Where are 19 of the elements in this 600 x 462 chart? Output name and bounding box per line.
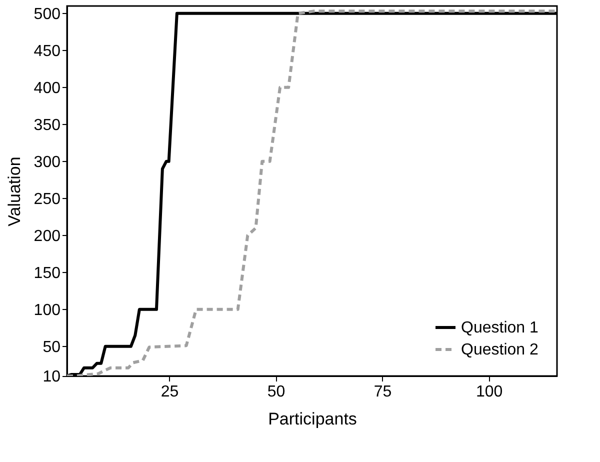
x-axis-title: Participants xyxy=(268,410,357,428)
legend-label: Question 1 xyxy=(461,320,538,336)
y-tick-label: 250 xyxy=(34,190,61,208)
y-axis-title: Valuation xyxy=(4,156,24,226)
y-tick-label: 400 xyxy=(34,80,61,97)
legend-label: Question 2 xyxy=(461,342,538,358)
y-tick-label: 350 xyxy=(34,116,61,134)
y-tick-label: 500 xyxy=(34,6,61,23)
y-tick-label: 10 xyxy=(42,368,61,386)
x-tick-label: 75 xyxy=(374,384,392,400)
x-tick-label: 25 xyxy=(160,384,179,400)
y-tick-label: 100 xyxy=(34,302,61,319)
y-tick-label: 150 xyxy=(34,264,61,282)
x-tick-label: 50 xyxy=(267,384,286,400)
x-tick-label: 100 xyxy=(476,384,503,400)
y-tick-label: 50 xyxy=(42,338,61,356)
y-tick-label: 450 xyxy=(34,42,61,60)
y-tick-label: 300 xyxy=(34,154,61,171)
y-tick-label: 200 xyxy=(34,228,61,245)
